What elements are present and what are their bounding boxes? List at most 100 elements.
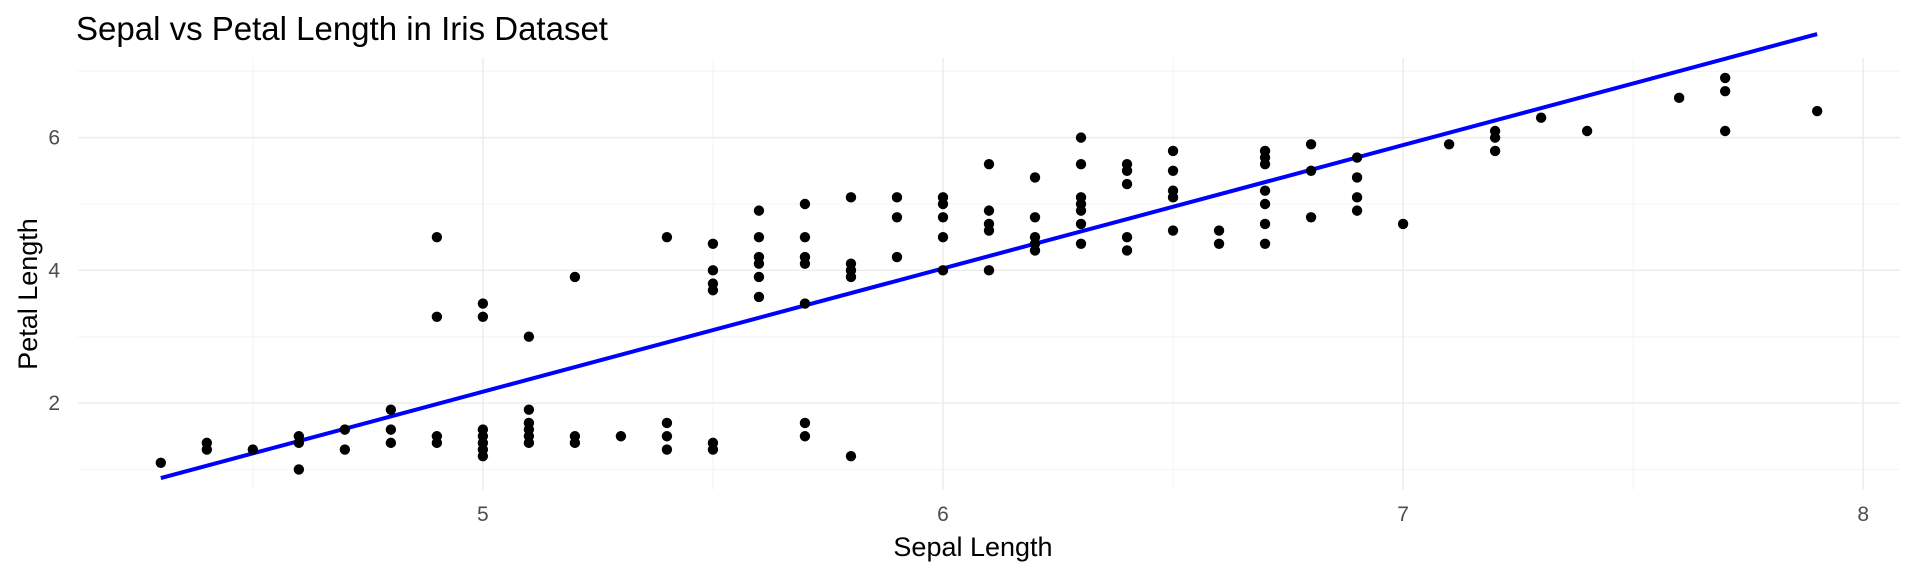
- data-point: [1305, 165, 1317, 177]
- data-point: [1351, 172, 1363, 183]
- data-point: [1719, 125, 1731, 137]
- data-point: [1259, 218, 1271, 230]
- data-point: [845, 271, 857, 283]
- data-point: [1397, 218, 1409, 230]
- data-point: [1075, 158, 1087, 170]
- data-point: [1259, 198, 1271, 210]
- data-point: [1029, 172, 1041, 183]
- data-point: [661, 231, 673, 243]
- data-point: [1673, 92, 1685, 104]
- y-axis-ticks: 2 4 6: [48, 127, 60, 415]
- data-point: [1259, 238, 1271, 250]
- data-point: [937, 265, 949, 276]
- data-point: [1029, 212, 1041, 223]
- data-point: [891, 212, 903, 223]
- data-point: [1075, 132, 1087, 143]
- data-point: [891, 251, 903, 263]
- data-point: [1167, 192, 1179, 203]
- data-point: [661, 444, 673, 455]
- trend-line-layer: [160, 32, 1818, 480]
- data-point: [1213, 225, 1225, 236]
- data-point: [385, 424, 397, 435]
- data-point: [1029, 245, 1041, 256]
- data-point: [385, 437, 397, 449]
- data-point: [431, 231, 443, 243]
- data-point: [477, 311, 489, 323]
- data-point: [247, 444, 259, 455]
- data-point: [983, 158, 995, 170]
- x-tick-label: 7: [1397, 503, 1409, 526]
- data-point: [845, 450, 857, 462]
- data-point: [569, 271, 581, 283]
- data-point: [1719, 85, 1731, 97]
- data-point: [1121, 231, 1133, 243]
- data-point: [753, 231, 765, 243]
- data-point: [937, 231, 949, 243]
- chart-title: Sepal vs Petal Length in Iris Dataset: [76, 10, 608, 47]
- x-tick-label: 8: [1857, 503, 1869, 526]
- y-tick-label: 2: [48, 392, 60, 415]
- data-point: [523, 437, 535, 449]
- data-point: [293, 464, 305, 475]
- data-point: [707, 238, 719, 250]
- data-point: [569, 437, 581, 449]
- x-tick-label: 5: [477, 503, 489, 526]
- data-point: [1351, 205, 1363, 216]
- data-point: [707, 285, 719, 296]
- data-point: [1213, 238, 1225, 250]
- data-point: [1259, 185, 1271, 196]
- data-point: [1443, 139, 1455, 150]
- data-point: [1167, 165, 1179, 177]
- data-point: [1351, 192, 1363, 203]
- data-point: [1489, 132, 1501, 143]
- data-point: [1581, 125, 1593, 137]
- data-point: [1719, 72, 1731, 84]
- data-point: [1259, 158, 1271, 170]
- data-point: [1535, 112, 1547, 123]
- data-point: [1167, 225, 1179, 236]
- data-point: [891, 192, 903, 203]
- data-point: [707, 265, 719, 276]
- data-point: [293, 437, 305, 449]
- data-point: [339, 444, 351, 455]
- data-point: [523, 404, 535, 415]
- data-point: [1075, 238, 1087, 250]
- data-point: [155, 457, 167, 468]
- data-point: [983, 225, 995, 236]
- x-tick-label: 6: [937, 503, 949, 526]
- data-point: [477, 450, 489, 462]
- data-point: [477, 298, 489, 309]
- data-point: [1305, 139, 1317, 150]
- data-point: [799, 258, 811, 269]
- data-point: [845, 192, 857, 203]
- data-point: [799, 298, 811, 309]
- data-point: [1075, 218, 1087, 230]
- data-point: [615, 431, 627, 442]
- data-point: [1351, 152, 1363, 163]
- data-point: [753, 205, 765, 216]
- data-point: [431, 437, 443, 449]
- data-point: [799, 431, 811, 442]
- data-point: [753, 258, 765, 269]
- data-point: [799, 198, 811, 210]
- regression-line: [160, 32, 1818, 480]
- data-point: [753, 271, 765, 283]
- data-point: [661, 431, 673, 442]
- data-point: [1811, 105, 1823, 117]
- data-point: [1075, 205, 1087, 216]
- data-point: [661, 417, 673, 429]
- data-point: [799, 231, 811, 243]
- y-tick-label: 4: [48, 259, 60, 282]
- data-point: [201, 444, 213, 455]
- data-point: [1121, 245, 1133, 256]
- y-tick-label: 6: [48, 127, 60, 150]
- y-axis-title: Petal Length: [13, 218, 43, 370]
- data-point: [1121, 165, 1133, 177]
- data-point: [1489, 145, 1501, 157]
- data-point: [983, 205, 995, 216]
- x-axis-ticks: 5 6 7 8: [477, 503, 1869, 526]
- x-axis-title: Sepal Length: [893, 532, 1052, 562]
- data-point: [937, 198, 949, 210]
